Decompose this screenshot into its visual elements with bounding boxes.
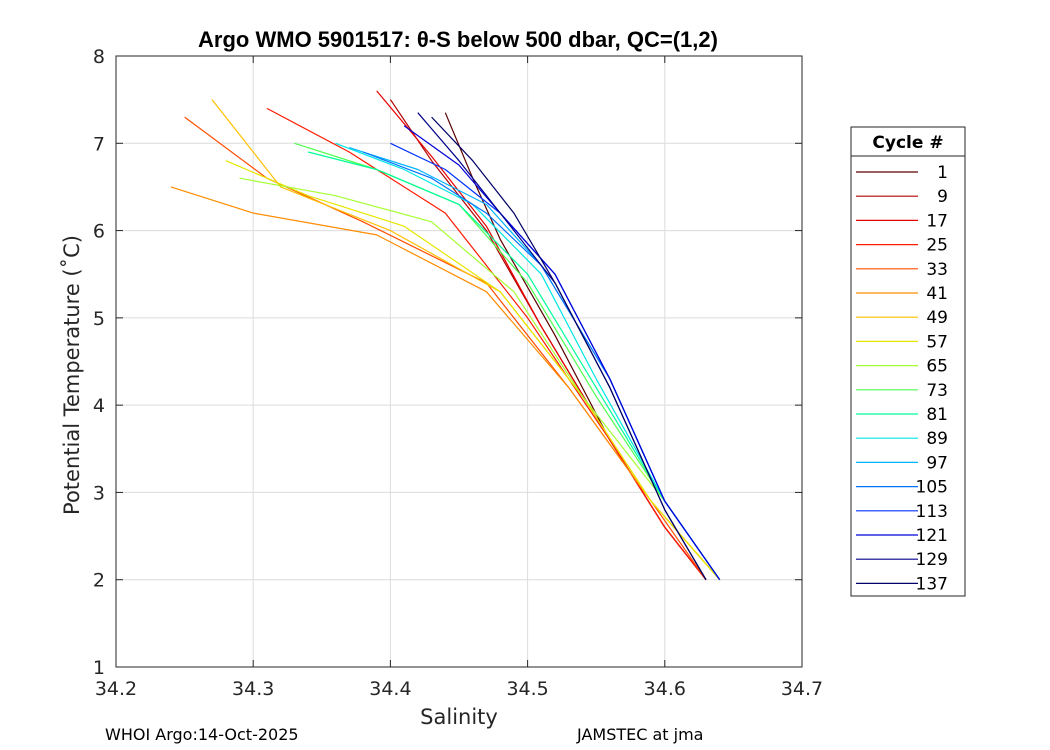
series-lines [170,90,721,581]
x-tick-label: 34.2 [95,678,137,700]
footer-institution: JAMSTEC at jma [577,725,704,744]
series-line-cycle-25 [266,107,707,581]
legend-label: 1 [937,163,948,183]
legend-label: 113 [916,502,948,522]
y-tick-label: 5 [93,308,105,330]
y-tick-label: 6 [93,221,105,243]
legend-label: 105 [916,478,948,498]
legend-label: 9 [937,187,948,207]
legend-entries: 1 9 17 25 33 41 49 57 65 73 81 89 97 105 113 121 129 137 [856,163,948,594]
y-axis-label: Potential Temperature (˚C) [60,235,84,515]
y-tick-label: 1 [93,657,105,679]
chart-title: Argo WMO 5901517: θ-S below 500 dbar, QC… [198,27,718,52]
y-tick-label: 7 [93,133,105,155]
series-line-cycle-137 [431,116,707,581]
x-tick-label: 34.5 [506,678,548,700]
legend-label: 121 [916,526,948,546]
x-axis-label: Salinity [420,705,498,729]
legend-label: 41 [926,284,948,304]
legend-label: 73 [926,381,948,401]
x-tick-label: 34.3 [232,678,274,700]
legend-label: 17 [926,211,948,231]
series-line-cycle-57 [225,160,721,581]
y-tick-label: 2 [93,570,105,592]
footer-source-date: WHOI Argo:14-Oct-2025 [105,725,299,744]
legend-label: 49 [926,308,948,328]
plot-area [116,56,802,667]
series-line-cycle-121 [403,125,721,581]
x-tick-label: 34.4 [369,678,411,700]
legend-label: 65 [926,357,948,377]
x-tick-label: 34.7 [781,678,823,700]
legend-label: 137 [916,574,948,594]
legend-label: 89 [926,429,948,449]
legend-title: Cycle # [872,133,943,153]
y-tick-label: 8 [93,46,105,68]
legend-box [850,126,966,597]
x-tick-label: 34.6 [644,678,686,700]
legend-label: 57 [926,332,948,352]
plot-frame [115,55,803,668]
y-tick-label: 3 [93,482,105,504]
y-tick-label: 4 [93,395,105,417]
legend-label: 33 [926,260,948,280]
legend-label: 25 [926,236,948,256]
legend: Cycle # 1 9 17 25 33 41 49 57 65 73 81 89 97 105 113 12… [850,126,966,597]
legend-label: 97 [926,453,948,473]
legend-label: 81 [926,405,948,425]
axis-ticks: 34.2 34.3 34.4 34.5 34.6 34.7 1 2 3 4 5 6 7 8 [93,46,823,700]
legend-label: 129 [916,550,948,570]
